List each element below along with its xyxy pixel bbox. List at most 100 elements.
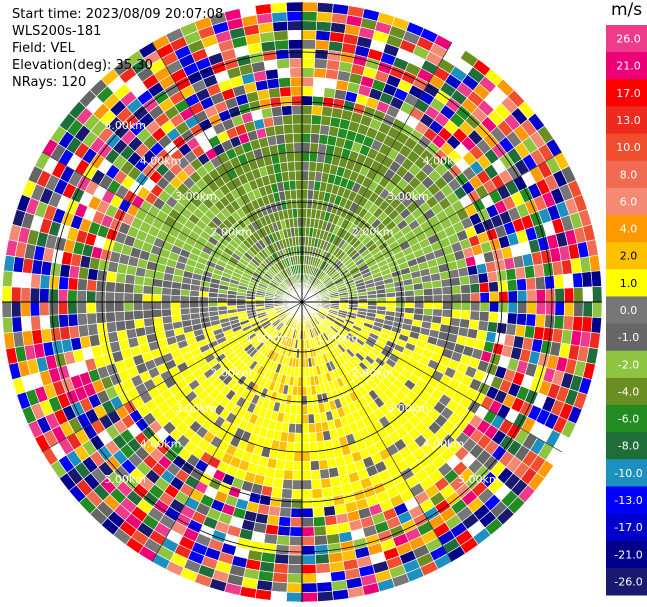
radar-gate — [591, 301, 603, 319]
radar-gate — [58, 313, 70, 328]
radar-gate — [105, 281, 116, 293]
radar-gate — [270, 2, 288, 14]
radar-gate — [322, 96, 335, 108]
radar-gate — [301, 479, 313, 490]
radar-gate — [266, 77, 280, 90]
radar-gate — [291, 488, 303, 500]
radar-gate — [441, 309, 453, 319]
radar-gate — [198, 296, 209, 303]
radar-gate — [301, 189, 309, 200]
radar-gate — [301, 582, 318, 593]
colorbar-tick-label: 0.0 — [620, 304, 638, 317]
radar-gate — [301, 20, 318, 31]
radar-gate — [68, 264, 81, 279]
radar-gate — [376, 292, 387, 299]
radar-gate — [310, 133, 320, 144]
radar-gate — [590, 270, 602, 288]
radar-gate — [432, 286, 443, 296]
radar-gate — [488, 281, 499, 293]
radar-gate — [496, 322, 508, 335]
radar-gate — [284, 133, 294, 144]
radar-gate — [292, 132, 303, 144]
radar-gate — [301, 488, 313, 500]
radar-gate — [544, 275, 556, 290]
radar-gate — [142, 293, 153, 303]
radar-gate — [313, 67, 327, 79]
radar-gate — [294, 161, 303, 172]
radar-gate — [562, 315, 574, 331]
radar-gate — [301, 554, 317, 565]
radar-gate — [293, 151, 303, 162]
radar-gate — [316, 2, 334, 14]
radar-gate — [189, 307, 200, 315]
radar-gate — [497, 311, 509, 324]
radar-gate — [314, 39, 330, 51]
radar-gate — [422, 281, 433, 290]
radar-gate — [301, 573, 318, 584]
radar-gate — [48, 301, 59, 316]
colorbar: 26.0 21.0 17.0 13.0 10.0 8.0 6.0 4.0 2.0 1.0 0.0 -1… — [606, 25, 647, 607]
radar-gate — [488, 311, 499, 323]
radar-gate — [514, 324, 527, 338]
radar-gate — [208, 306, 219, 313]
radar-gate — [76, 312, 88, 326]
radar-gate — [404, 289, 415, 297]
radar-gate — [289, 526, 303, 537]
radar-gate — [497, 280, 509, 293]
radar-gate — [526, 289, 537, 303]
radar-gate — [161, 294, 172, 303]
radar-gate — [311, 497, 324, 509]
radar-gate — [451, 293, 462, 303]
radar-gate — [301, 132, 312, 144]
radar-gate — [534, 276, 546, 291]
radar-gate — [553, 274, 565, 290]
radar-gate — [86, 290, 97, 303]
radar-gate — [470, 301, 481, 312]
colorbar-unit-label: m/s — [611, 0, 643, 20]
radar-gates — [1, 1, 603, 603]
radar-gate — [315, 572, 332, 584]
radar-gate — [286, 11, 303, 22]
range-label-se: 2.00km — [352, 367, 394, 380]
radar-gate — [459, 275, 471, 286]
radar-gate — [457, 266, 470, 278]
radar-gate — [273, 562, 289, 574]
radar-gate — [526, 301, 537, 315]
radar-gate — [385, 301, 397, 308]
radar-gate — [404, 295, 415, 303]
radar-gate — [534, 313, 546, 328]
radar-gate — [301, 460, 312, 472]
radar-gate — [288, 545, 303, 556]
radar-gate — [315, 562, 331, 574]
radar-gate — [395, 296, 406, 303]
radar-gate — [449, 276, 461, 287]
radar-gate — [294, 170, 303, 181]
radar-gate — [293, 142, 303, 153]
radar-gate — [505, 323, 517, 337]
radar-gate — [286, 161, 296, 172]
radar-gate — [301, 11, 318, 22]
radar-gate — [29, 287, 41, 303]
radar-gate — [277, 67, 291, 79]
radar-gate — [170, 294, 181, 303]
colorbar-tick-label: -1.0 — [618, 331, 639, 344]
radar-gate — [523, 325, 536, 340]
radar-gate — [132, 301, 144, 312]
radar-gate — [273, 124, 285, 136]
radar-gate — [309, 441, 319, 453]
radar-gate — [289, 189, 297, 200]
radar-gate — [311, 478, 322, 490]
radar-gate — [272, 115, 284, 127]
radar-gate — [115, 272, 127, 284]
radar-gate — [161, 301, 172, 310]
radar-gate — [307, 404, 315, 415]
radar-gate — [57, 288, 69, 303]
radar-gate — [281, 171, 290, 182]
radar-gate — [301, 563, 317, 575]
radar-gate — [432, 301, 443, 310]
radar-gate — [306, 385, 313, 396]
radar-gate — [278, 152, 288, 164]
range-label-sw: 3.00km — [175, 402, 217, 415]
radar-gate — [278, 516, 292, 528]
radar-gate — [414, 295, 425, 303]
